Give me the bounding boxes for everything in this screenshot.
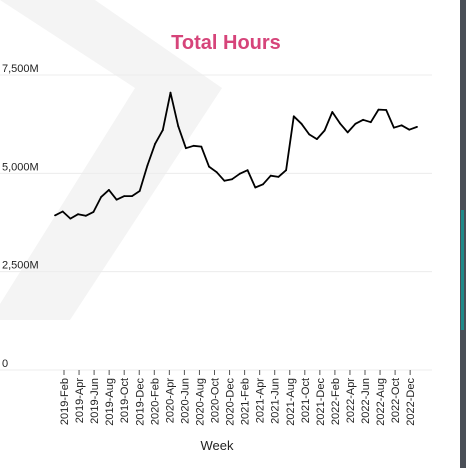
data-point	[316, 138, 318, 141]
data-point	[262, 183, 264, 186]
data-point	[192, 144, 195, 147]
series-layer	[54, 91, 418, 220]
data-point	[84, 214, 87, 217]
data-point	[161, 129, 164, 132]
y-tick-label: 7,500M	[2, 63, 39, 75]
data-point	[154, 142, 157, 145]
x-axis-title: Week	[201, 438, 234, 453]
y-tick-label: 2,500M	[2, 260, 39, 272]
data-point	[61, 210, 64, 213]
data-point	[185, 147, 187, 150]
x-tick-label: 2020-Dec	[225, 378, 237, 426]
x-tick-label: 2022-Dec	[405, 378, 417, 426]
data-point	[200, 145, 203, 148]
data-point	[377, 108, 380, 111]
data-point	[246, 169, 249, 172]
data-point	[400, 124, 403, 127]
x-tick-label: 2020-Apr	[164, 378, 176, 424]
data-point	[331, 111, 334, 113]
data-point	[239, 172, 241, 175]
data-point	[346, 131, 349, 134]
data-point	[54, 214, 56, 217]
x-tick-label: 2020-Oct	[210, 378, 222, 423]
x-tick-label: 2021-Oct	[300, 378, 312, 423]
data-point	[131, 195, 133, 198]
data-point	[300, 122, 303, 125]
data-point	[108, 189, 110, 191]
data-point	[92, 211, 95, 213]
data-point	[408, 128, 411, 131]
data-point	[385, 109, 388, 111]
x-tick-label: 2022-Feb	[330, 378, 342, 425]
data-point	[254, 186, 257, 189]
x-tick-label: 2021-Feb	[240, 378, 252, 425]
x-tick-label: 2019-Oct	[119, 378, 131, 423]
data-point	[285, 169, 287, 172]
x-tick-label: 2021-Aug	[285, 378, 297, 426]
watermark-chevron	[0, 0, 222, 320]
data-point	[169, 91, 172, 94]
x-tick-label: 2020-Feb	[149, 378, 161, 425]
data-point	[115, 198, 118, 201]
x-tick-label: 2022-Aug	[375, 378, 387, 426]
data-point	[146, 164, 149, 167]
data-point	[362, 118, 364, 121]
y-tick-label: 0	[2, 358, 8, 370]
data-point	[339, 122, 341, 125]
data-point	[100, 196, 103, 198]
data-point	[277, 176, 280, 178]
x-tick-label: 2022-Jun	[360, 378, 372, 424]
data-point	[223, 179, 226, 182]
x-tick-label: 2021-Dec	[315, 378, 327, 426]
data-point	[369, 121, 372, 124]
x-tick-label: 2021-Jun	[270, 378, 282, 424]
window-edge-accent	[461, 210, 464, 330]
data-point	[269, 174, 272, 177]
x-tick-label: 2019-Feb	[59, 378, 71, 425]
x-tick-label: 2021-Apr	[255, 378, 267, 424]
data-point	[208, 165, 210, 168]
data-point	[308, 133, 311, 136]
x-tick-label: 2022-Oct	[390, 378, 402, 423]
series-line-0	[54, 91, 418, 220]
x-tick-label: 2019-Aug	[104, 378, 116, 426]
data-point	[123, 195, 126, 198]
y-tick-label: 5,000M	[2, 161, 39, 173]
x-tick-label: 2019-Dec	[134, 378, 146, 426]
y-axis-ticks: 0 2,500M 5,000M 7,500M	[2, 63, 39, 370]
data-point	[416, 126, 418, 128]
data-point	[354, 122, 357, 125]
x-tick-label: 2022-Apr	[345, 378, 357, 424]
data-point	[69, 217, 72, 220]
data-point	[77, 213, 79, 216]
data-point	[215, 171, 218, 174]
x-tick-label: 2019-Apr	[74, 378, 86, 424]
x-tick-label: 2019-Jun	[89, 378, 101, 424]
data-point	[323, 129, 326, 132]
data-point	[177, 125, 180, 127]
x-tick-label: 2020-Aug	[194, 378, 206, 426]
gridlines	[0, 74, 432, 371]
data-point	[138, 190, 141, 192]
data-point	[231, 178, 234, 181]
data-point	[292, 115, 295, 118]
data-point	[393, 126, 395, 129]
x-axis-ticks: 2019-Feb 2019-Apr 2019-Jun 2019-Aug 2019-Oct…	[59, 370, 417, 426]
chart-title: Total Hours	[171, 32, 281, 54]
x-tick-label: 2020-Jun	[179, 378, 191, 424]
